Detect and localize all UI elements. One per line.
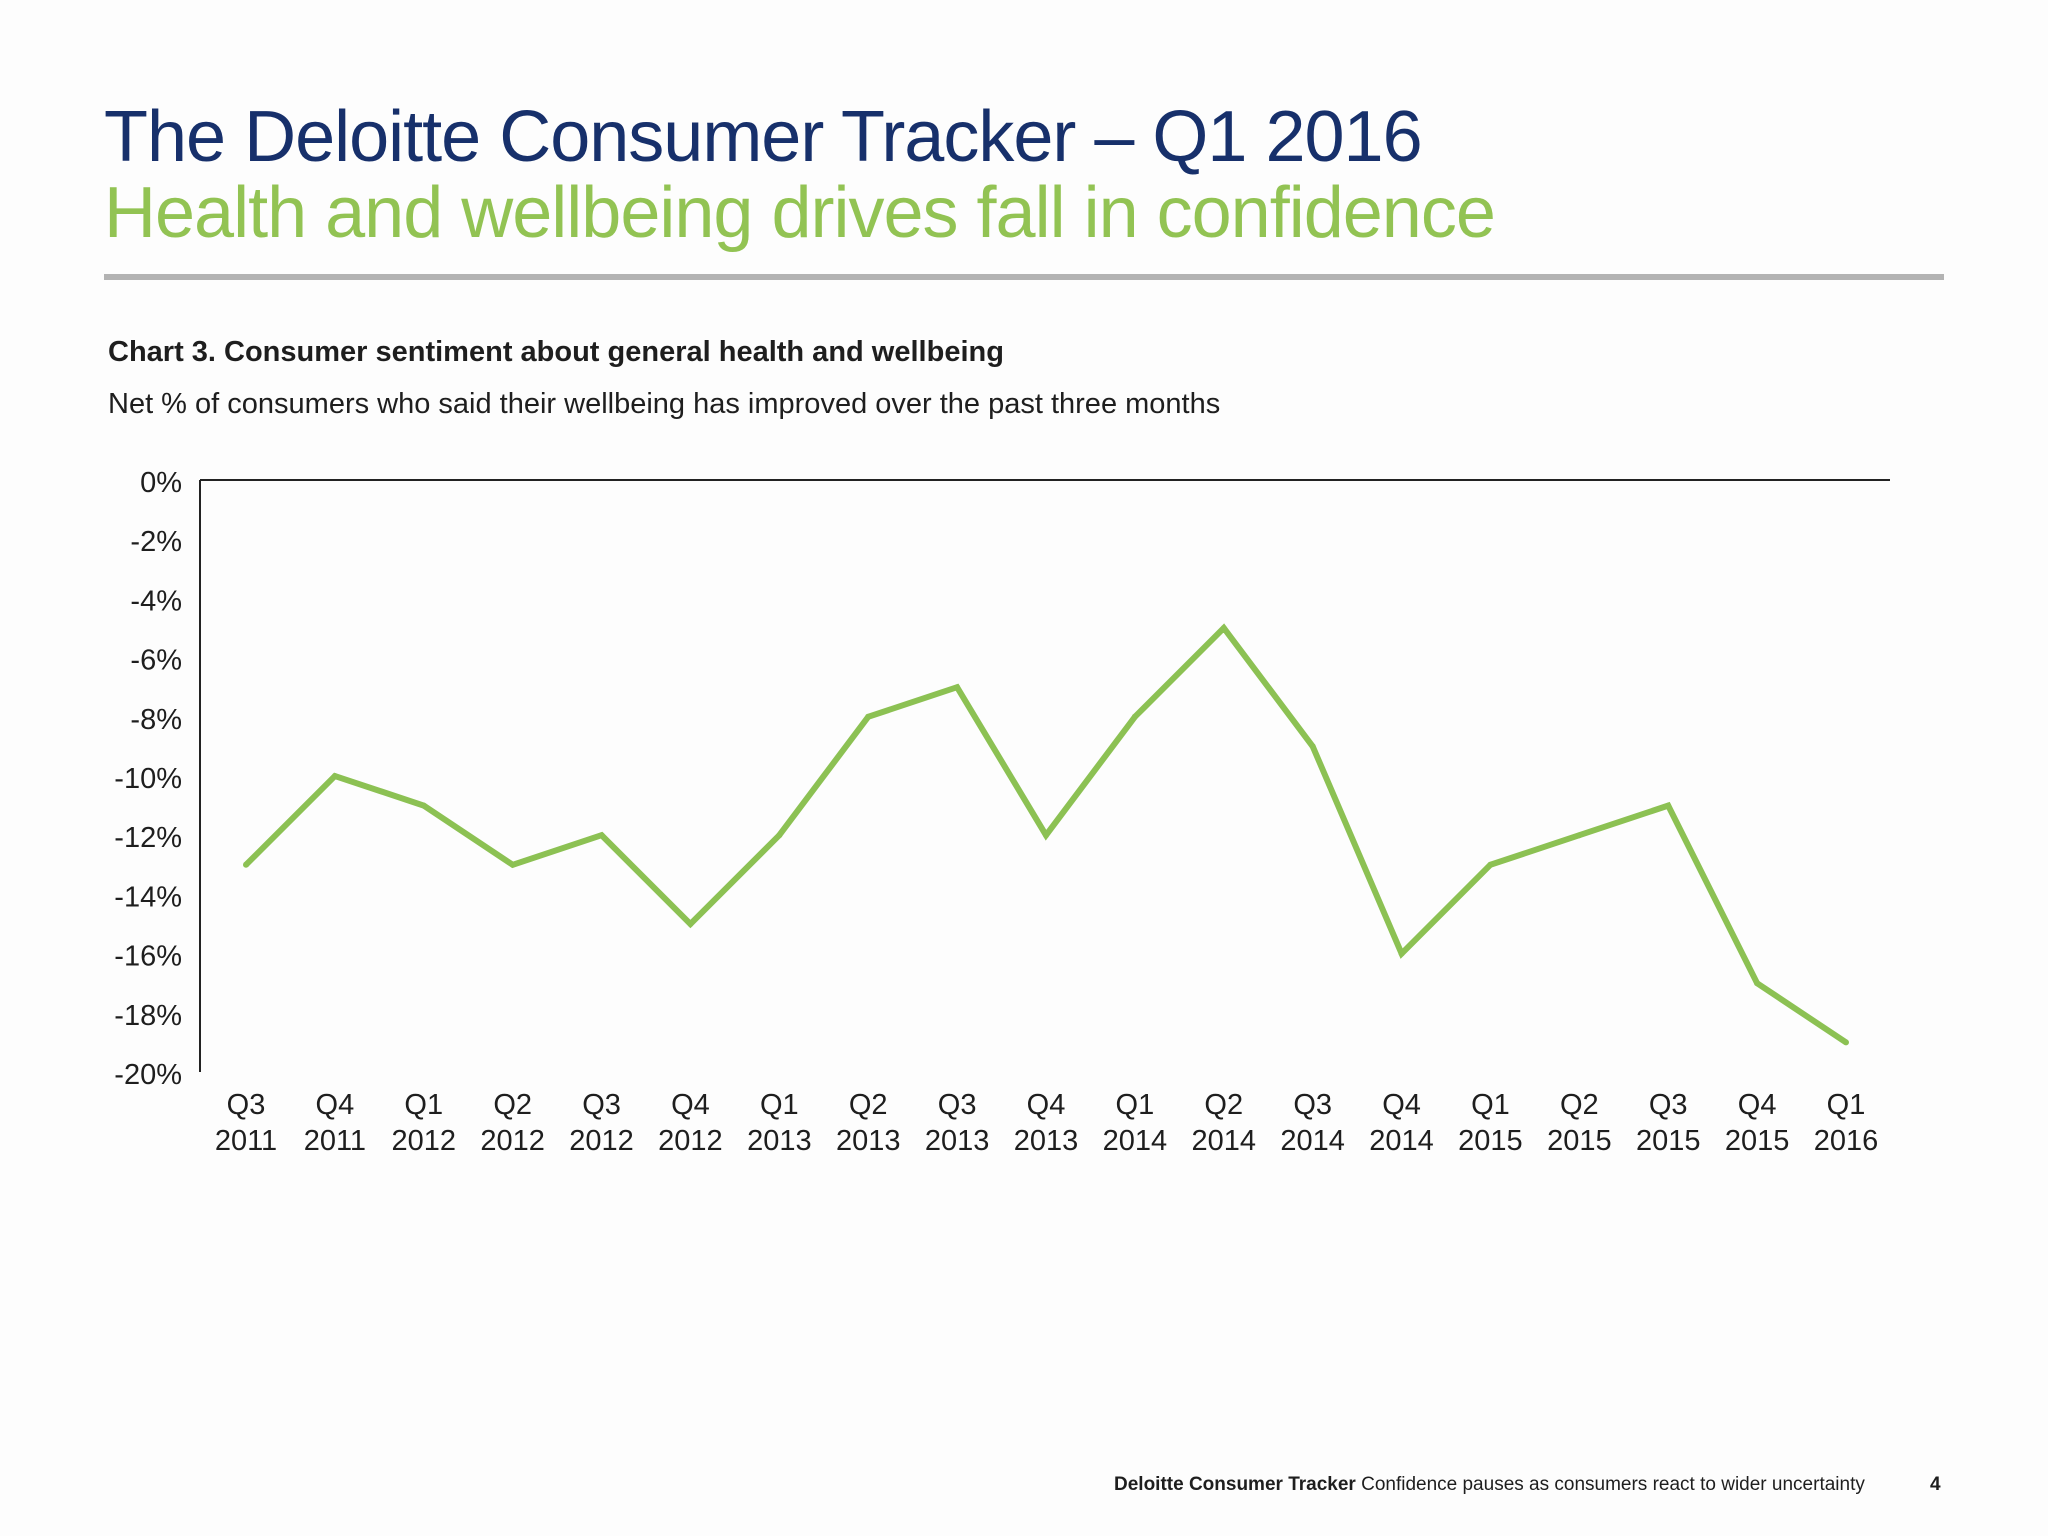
y-tick-label: -6% — [130, 645, 182, 677]
y-tick-label: -20% — [114, 1059, 182, 1091]
x-axis: Q3 2011 Q4 2011 Q1 2012 Q2 2012 Q3 2012 Q4 2012 Q1 20… — [215, 1089, 1878, 1157]
series-layer — [243, 623, 1849, 1046]
x-tick-label-quarter: Q4 — [1027, 1089, 1066, 1121]
y-tick-label: -12% — [114, 822, 182, 854]
page-number: 4 — [1930, 1474, 1941, 1495]
y-tick-label: -4% — [130, 585, 182, 617]
data-point — [1665, 802, 1672, 809]
data-point — [1309, 743, 1316, 750]
y-tick-label: -8% — [130, 704, 182, 736]
title-divider — [104, 274, 1944, 280]
y-axis: 0% -2% -4% -6% -8% -10% -12% -14% -16% -18% -20% — [114, 467, 1890, 1091]
data-point — [509, 861, 516, 868]
data-point — [1754, 980, 1761, 987]
x-tick-label-quarter: Q1 — [404, 1089, 443, 1121]
x-tick-label-quarter: Q1 — [760, 1089, 799, 1121]
y-tick-label: 0% — [140, 467, 182, 499]
data-point — [1398, 950, 1405, 957]
footer: Deloitte Consumer Tracker Confidence pau… — [1114, 1474, 1865, 1496]
data-point — [954, 684, 961, 691]
x-tick-label-quarter: Q1 — [1827, 1089, 1866, 1121]
x-tick-label-quarter: Q1 — [1471, 1089, 1510, 1121]
footer-text: Confidence pauses as consumers react to … — [1361, 1474, 1865, 1495]
data-point — [598, 832, 605, 839]
data-point — [776, 832, 783, 839]
x-tick-label-quarter: Q3 — [1293, 1089, 1332, 1121]
x-tick-label-year: 2015 — [1458, 1125, 1523, 1157]
x-tick-label-year: 2012 — [569, 1125, 634, 1157]
x-tick-label-quarter: Q4 — [1738, 1089, 1777, 1121]
x-tick-label-year: 2015 — [1636, 1125, 1701, 1157]
y-tick-label: -2% — [130, 526, 182, 558]
x-tick-label-year: 2014 — [1369, 1125, 1434, 1157]
y-tick-label: -18% — [114, 1000, 182, 1032]
data-point — [1576, 832, 1583, 839]
data-point — [1131, 713, 1138, 720]
x-tick-label-year: 2016 — [1814, 1125, 1879, 1157]
x-tick-label-quarter: Q3 — [227, 1089, 266, 1121]
data-point — [687, 921, 694, 927]
x-tick-label-year: 2014 — [1192, 1125, 1257, 1157]
data-point — [1043, 832, 1049, 839]
data-point — [1220, 625, 1227, 631]
x-tick-label-quarter: Q4 — [1382, 1089, 1421, 1121]
x-tick-label-year: 2013 — [1014, 1125, 1079, 1157]
page-subtitle: Health and wellbeing drives fall in conf… — [104, 173, 1496, 253]
x-tick-label-year: 2011 — [304, 1125, 366, 1157]
x-tick-label-quarter: Q2 — [493, 1089, 532, 1121]
x-tick-label-year: 2012 — [392, 1125, 457, 1157]
x-tick-label-quarter: Q3 — [938, 1089, 977, 1121]
x-tick-label-quarter: Q2 — [849, 1089, 888, 1121]
x-tick-label-year: 2012 — [658, 1125, 723, 1157]
x-tick-label-quarter: Q4 — [671, 1089, 710, 1121]
data-point — [243, 861, 249, 868]
page-title: The Deloitte Consumer Tracker – Q1 2016 — [104, 97, 1423, 177]
x-tick-label-quarter: Q3 — [1649, 1089, 1688, 1121]
y-tick-label: -10% — [114, 763, 182, 795]
footer-brand: Deloitte Consumer Tracker — [1114, 1474, 1356, 1495]
x-tick-label-quarter: Q4 — [316, 1089, 355, 1121]
data-point — [1487, 861, 1494, 868]
x-tick-label-quarter: Q1 — [1116, 1089, 1155, 1121]
chart-title: Chart 3. Consumer sentiment about genera… — [108, 336, 1004, 368]
x-tick-label-year: 2011 — [215, 1125, 277, 1157]
x-tick-label-year: 2013 — [836, 1125, 901, 1157]
y-tick-label: -14% — [114, 881, 182, 913]
x-tick-label-year: 2012 — [480, 1125, 545, 1157]
x-tick-label-quarter: Q2 — [1560, 1089, 1599, 1121]
data-point — [1843, 1039, 1849, 1046]
x-tick-label-year: 2013 — [925, 1125, 990, 1157]
data-point — [331, 773, 338, 779]
data-point — [420, 802, 427, 809]
x-tick-label-quarter: Q3 — [582, 1089, 621, 1121]
y-tick-label: -16% — [114, 941, 182, 973]
data-point — [865, 713, 872, 720]
chart-subtitle: Net % of consumers who said their wellbe… — [108, 388, 1221, 420]
x-tick-label-quarter: Q2 — [1204, 1089, 1243, 1121]
x-tick-label-year: 2015 — [1547, 1125, 1612, 1157]
x-tick-label-year: 2014 — [1280, 1125, 1345, 1157]
x-tick-label-year: 2014 — [1103, 1125, 1168, 1157]
x-tick-label-year: 2015 — [1725, 1125, 1790, 1157]
x-tick-label-year: 2013 — [747, 1125, 812, 1157]
